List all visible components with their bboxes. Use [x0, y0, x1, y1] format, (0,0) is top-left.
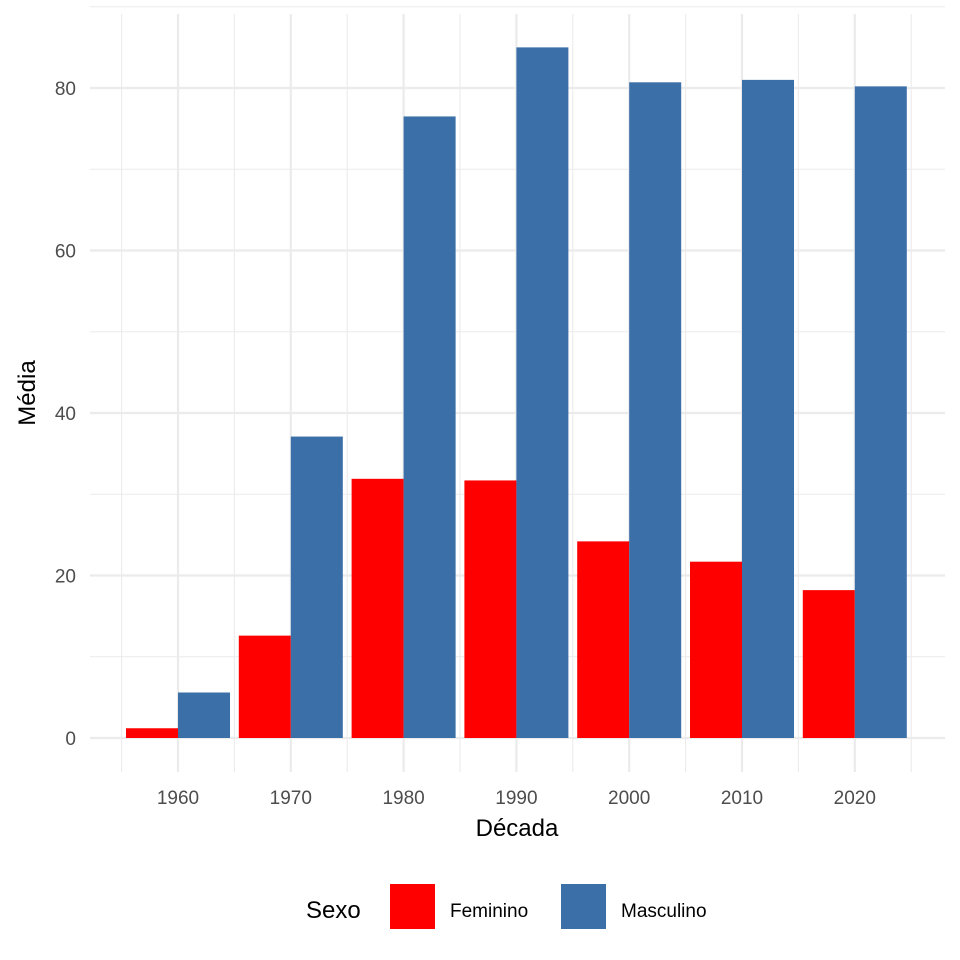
x-tick-label: 2020 [834, 788, 876, 809]
bar-feminino-2020 [802, 590, 855, 738]
legend-key-masculino [561, 884, 606, 929]
bar-feminino-1960 [126, 728, 178, 738]
bar-masculino-1960 [178, 692, 230, 738]
bar-feminino-2010 [690, 561, 742, 738]
legend-label-feminino: Feminino [450, 901, 528, 922]
x-tick-label: 1970 [270, 788, 312, 809]
bar-feminino-2000 [577, 541, 630, 738]
y-axis-title: Média [14, 360, 41, 426]
bar-masculino-2000 [629, 82, 682, 738]
bar-masculino-2020 [854, 86, 907, 738]
y-tick-label: 80 [55, 79, 76, 100]
bar-masculino-1980 [403, 116, 456, 738]
y-tick-label: 40 [55, 404, 76, 425]
x-tick-label: 1960 [157, 788, 199, 809]
x-tick-label: 1990 [495, 788, 537, 809]
bars [126, 47, 907, 738]
bar-feminino-1980 [351, 478, 404, 738]
bar-masculino-1970 [290, 436, 343, 738]
legend-title: Sexo [306, 897, 361, 924]
x-axis-ticks: 1960 1970 1980 1990 2000 2010 2020 [157, 788, 876, 809]
bar-masculino-1990 [516, 47, 569, 738]
bar-masculino-2010 [742, 79, 794, 738]
x-tick-label: 1980 [382, 788, 424, 809]
legend-label-masculino: Masculino [621, 901, 707, 922]
y-tick-label: 60 [55, 242, 76, 263]
y-tick-label: 0 [65, 729, 76, 750]
x-tick-label: 2000 [608, 788, 650, 809]
x-tick-label: 2010 [721, 788, 763, 809]
legend-key-feminino [390, 884, 435, 929]
x-axis-title: Década [476, 815, 559, 842]
y-tick-label: 20 [55, 567, 76, 588]
bar-feminino-1970 [238, 635, 291, 738]
bar-feminino-1990 [464, 480, 517, 738]
y-axis-ticks: 0 20 40 60 80 [55, 79, 76, 750]
legend: Sexo Feminino Masculino [306, 884, 707, 929]
